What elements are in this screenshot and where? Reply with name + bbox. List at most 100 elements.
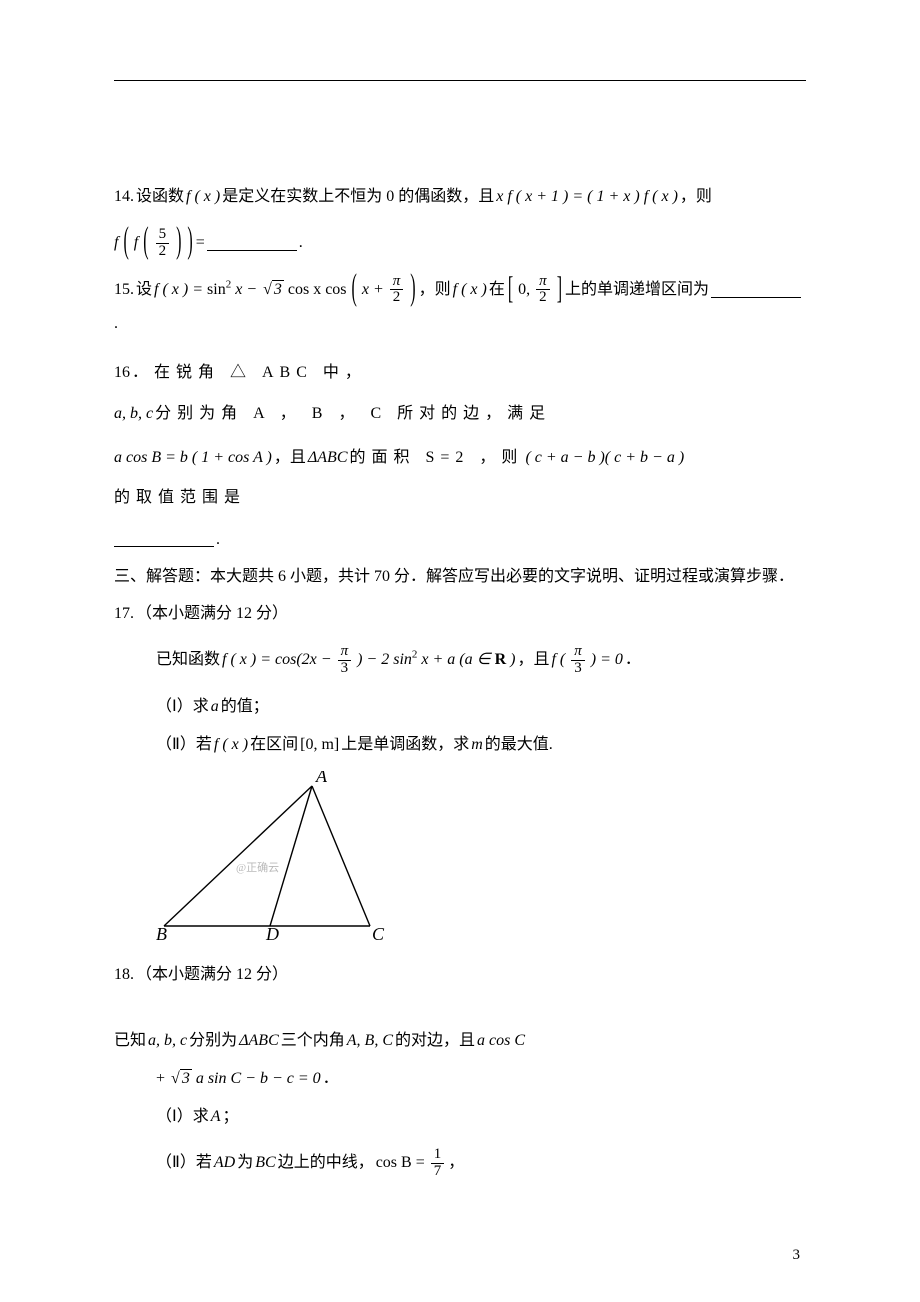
q16-mid2: 的面积 S=2 ，则 — [350, 439, 524, 477]
txt: （Ⅰ）求 — [156, 1101, 209, 1133]
q15-tail: 上的单调递增区间为 — [565, 274, 709, 306]
q16-line3: . — [114, 524, 806, 556]
eq2: + √3 a sin C − b − c = 0 — [156, 1063, 321, 1095]
comma: ， — [448, 1147, 464, 1179]
triangle-figure: ABDC@正确云 — [152, 771, 806, 953]
q18-p2: （Ⅱ）若 AD 为 BC 边上的中线， cos B = 1 7 ， — [114, 1147, 806, 1180]
svg-text:@正确云: @正确云 — [236, 861, 279, 874]
AD: AD — [214, 1147, 235, 1179]
q16-mid1: ，且 — [274, 439, 306, 477]
txt: 的最大值. — [485, 729, 553, 761]
BC: BC — [255, 1147, 275, 1179]
q18-l1: 已知 a, b, c 分别为 ΔABC 三个内角 A, B, C 的对边，且 a… — [114, 1025, 806, 1057]
q16-eq: a cos B = b ( 1 + cos A ) — [114, 439, 272, 477]
frac-den: 2 — [390, 290, 404, 306]
blank-line — [711, 282, 801, 297]
txt: ) = 0 — [591, 651, 623, 668]
q14-frac: 5 2 — [156, 227, 170, 260]
spacer — [114, 997, 806, 1019]
q17-p1: （Ⅰ）求 a 的值； — [114, 691, 806, 723]
q18-l2: + √3 a sin C − b − c = 0 ． — [114, 1063, 806, 1095]
fx: f ( x ) — [214, 729, 248, 761]
q18-p1: （Ⅰ）求 A ； — [114, 1101, 806, 1133]
q14-mid1: 是定义在实数上不恒为 0 的偶函数，且 — [222, 181, 494, 213]
txt: 的对边，且 — [395, 1025, 475, 1057]
frac-num: π — [390, 274, 404, 291]
q16-l2-left: a cos B = b ( 1 + cos A ) ，且 ΔABC 的面积 S=… — [114, 439, 684, 477]
txt: 边上的中线， — [278, 1147, 374, 1179]
sin: sin — [207, 281, 226, 298]
page-content: 14. 设函数 f ( x ) 是定义在实数上不恒为 0 的偶函数，且 x f … — [114, 181, 806, 1179]
q16-l1-left: 16 ．在锐角 △ ABC 中， — [114, 354, 367, 392]
txt: 分别为 — [189, 1025, 237, 1057]
txt: a sin C − b − c = 0 — [196, 1070, 321, 1087]
q17-fdef: f ( x ) = cos(2x − π 3 ) − 2 sin2 x + a … — [222, 644, 515, 677]
txt: f ( x ) = cos(2x − — [222, 651, 336, 668]
frac: π 3 — [571, 644, 585, 677]
txt: 已知 — [114, 1025, 146, 1057]
A: A — [211, 1101, 221, 1133]
q14-tail: ，则 — [680, 181, 712, 213]
q17-l1: 已知函数 f ( x ) = cos(2x − π 3 ) − 2 sin2 x… — [114, 644, 806, 677]
q16-line2: a cos B = b ( 1 + cos A ) ，且 ΔABC 的面积 S=… — [114, 439, 806, 518]
frac: π 2 — [390, 274, 404, 307]
eq1: a cos C — [477, 1025, 525, 1057]
q14-inner-f: f — [134, 234, 138, 251]
period: ． — [323, 1063, 339, 1095]
q14-eqsign: = — [196, 227, 205, 259]
q16-l1-right: a, b, c 分别为角 A ， B ， C 所对的边，满足 — [114, 395, 551, 433]
section3-header: 三、解答题：本大题共 6 小题，共计 70 分．解答应写出必要的文字说明、证明过… — [114, 562, 806, 592]
blank-line — [114, 532, 214, 547]
q18-headtxt: （本小题满分 12 分） — [136, 959, 288, 991]
q17-num: 17. — [114, 598, 134, 630]
frac-den: 2 — [156, 244, 170, 260]
q16-t1b: 分别为角 A ， B ， C 所对的边，满足 — [155, 395, 551, 433]
dabc: ΔABC — [239, 1025, 279, 1057]
q14-outer-f: f — [114, 234, 118, 251]
frac-den: 2 — [536, 290, 550, 306]
txt: ) — [510, 651, 515, 668]
q16-num: 16 — [114, 354, 130, 392]
q15-in: 在 — [489, 274, 505, 306]
a: a — [211, 691, 219, 723]
svg-text:B: B — [156, 924, 167, 941]
txt: x + a (a ∈ — [421, 651, 494, 668]
ABC: A, B, C — [347, 1025, 393, 1057]
frac-num: π — [571, 644, 585, 661]
lparen-icon: ( — [143, 206, 148, 280]
top-rule — [114, 80, 806, 81]
q15-period: . — [114, 308, 118, 340]
txt: f ( — [551, 651, 565, 668]
txt: 为 — [237, 1147, 253, 1179]
blank-line — [207, 236, 297, 251]
frac-num: 5 — [156, 227, 170, 244]
frac-den: 3 — [571, 661, 585, 677]
txt: （Ⅰ）求 — [156, 691, 209, 723]
rparen-icon: ) — [187, 206, 192, 280]
q15-mid: ，则 — [419, 274, 451, 306]
txt: （Ⅱ）若 — [156, 729, 212, 761]
sqrt-icon: √3 — [261, 281, 284, 298]
rparen-icon: ) — [410, 253, 415, 327]
frac: π 2 — [536, 274, 550, 307]
period: ． — [625, 644, 641, 676]
q14-line1: 14. 设函数 f ( x ) 是定义在实数上不恒为 0 的偶函数，且 x f … — [114, 181, 806, 213]
txt: ) − 2 sin — [357, 651, 412, 668]
m: m — [471, 729, 483, 761]
q14-period: . — [299, 227, 303, 259]
q14-line2: f ( f ( 5 2 ) ) = . — [114, 227, 806, 260]
q17-p2: （Ⅱ）若 f ( x ) 在区间 [0, m] 上是单调函数，求 m 的最大值. — [114, 729, 806, 761]
q16-line1: 16 ．在锐角 △ ABC 中， a, b, c 分别为角 A ， B ， C … — [114, 354, 806, 433]
rbracket-icon: ] — [557, 258, 562, 322]
intv: [0, m] — [300, 729, 339, 761]
frac-num: 1 — [431, 1147, 445, 1164]
q14-nested: f ( f ( 5 2 ) ) — [114, 227, 194, 260]
frac-den: 7 — [431, 1164, 445, 1180]
zero: 0, — [518, 281, 530, 298]
page-number: 3 — [793, 1247, 801, 1264]
lparen-icon: ( — [123, 206, 128, 280]
q15-fx: f ( x ) — [453, 274, 487, 306]
txt: f ( x ) = — [154, 281, 207, 298]
q17-fpi3: f ( π 3 ) = 0 — [551, 644, 622, 677]
lparen-icon: ( — [352, 253, 357, 327]
